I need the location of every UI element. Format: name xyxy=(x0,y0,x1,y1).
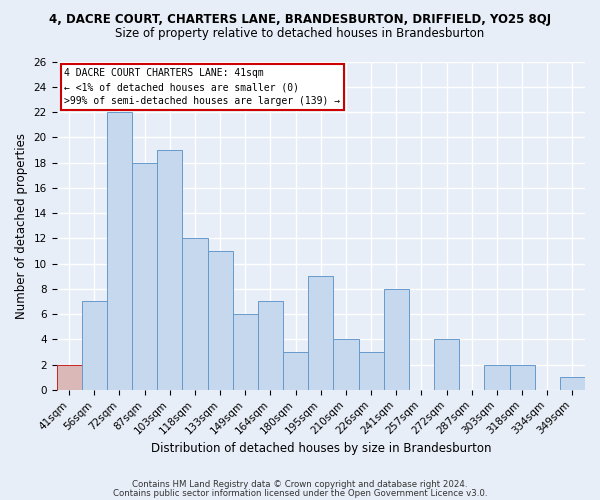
Text: 4 DACRE COURT CHARTERS LANE: 41sqm
← <1% of detached houses are smaller (0)
>99%: 4 DACRE COURT CHARTERS LANE: 41sqm ← <1%… xyxy=(64,68,341,106)
X-axis label: Distribution of detached houses by size in Brandesburton: Distribution of detached houses by size … xyxy=(151,442,491,455)
Bar xyxy=(258,302,283,390)
Bar xyxy=(560,377,585,390)
Bar xyxy=(82,302,107,390)
Text: Contains HM Land Registry data © Crown copyright and database right 2024.: Contains HM Land Registry data © Crown c… xyxy=(132,480,468,489)
Bar xyxy=(383,289,409,390)
Bar xyxy=(308,276,334,390)
Text: 4, DACRE COURT, CHARTERS LANE, BRANDESBURTON, DRIFFIELD, YO25 8QJ: 4, DACRE COURT, CHARTERS LANE, BRANDESBU… xyxy=(49,12,551,26)
Bar xyxy=(157,150,182,390)
Text: Contains public sector information licensed under the Open Government Licence v3: Contains public sector information licen… xyxy=(113,488,487,498)
Bar xyxy=(107,112,132,390)
Bar xyxy=(233,314,258,390)
Bar xyxy=(182,238,208,390)
Bar xyxy=(208,251,233,390)
Y-axis label: Number of detached properties: Number of detached properties xyxy=(15,132,28,318)
Bar xyxy=(509,364,535,390)
Bar xyxy=(283,352,308,390)
Bar xyxy=(334,340,359,390)
Bar xyxy=(484,364,509,390)
Bar xyxy=(359,352,383,390)
Bar xyxy=(434,340,459,390)
Bar xyxy=(132,162,157,390)
Bar xyxy=(56,364,82,390)
Text: Size of property relative to detached houses in Brandesburton: Size of property relative to detached ho… xyxy=(115,28,485,40)
